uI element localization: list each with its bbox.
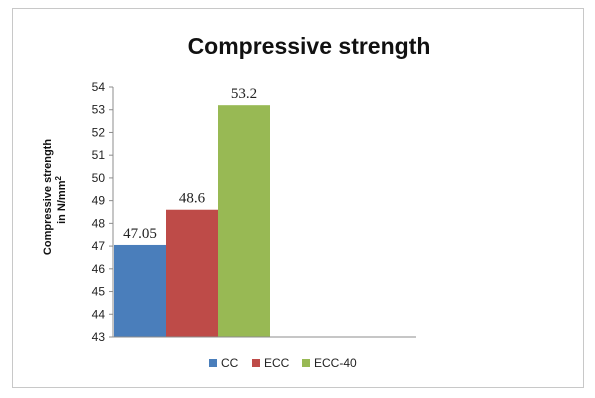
bar-ecc-40	[218, 105, 270, 337]
chart-frame: Compressive strength Compressive strengt…	[12, 8, 584, 388]
data-labels: 47.05 48.6 53.2	[123, 86, 257, 242]
legend-swatch-ecc-40	[302, 359, 310, 367]
data-label-ecc: 48.6	[179, 191, 206, 207]
y-tick-label: 47	[92, 239, 106, 253]
chart-title: Compressive strength	[188, 33, 431, 59]
y-axis-label-line1: Compressive strength	[42, 139, 54, 255]
y-tick-label: 50	[92, 171, 106, 185]
y-tick-label: 51	[92, 148, 106, 162]
data-label-ecc-40: 53.2	[231, 86, 257, 102]
y-tick-label: 52	[92, 125, 106, 139]
legend-label-ecc-40: ECC-40	[314, 356, 357, 370]
y-ticks: 43 44 45 46 47 48 49 50 51 52 53 54	[92, 80, 113, 344]
y-tick-label: 48	[92, 216, 106, 230]
legend-swatch-cc	[209, 359, 217, 367]
y-tick-label: 49	[92, 194, 106, 208]
legend-label-cc: CC	[221, 356, 239, 370]
legend-swatch-ecc	[252, 359, 260, 367]
bars	[114, 105, 270, 337]
y-tick-label: 54	[92, 80, 106, 94]
data-label-cc: 47.05	[123, 226, 157, 242]
bar-ecc	[166, 209, 218, 337]
y-tick-label: 53	[92, 103, 106, 117]
legend-label-ecc: ECC	[264, 356, 290, 370]
y-tick-label: 44	[92, 307, 106, 321]
chart-svg: Compressive strength Compressive strengt…	[42, 33, 431, 370]
y-tick-label: 43	[92, 330, 106, 344]
legend: CC ECC ECC-40	[209, 356, 357, 370]
y-axis-label: Compressive strength in N/mm2	[42, 139, 68, 255]
y-axis-label-line2: in N/mm2	[54, 176, 68, 224]
y-tick-label: 45	[92, 285, 106, 299]
y-tick-label: 46	[92, 262, 106, 276]
bar-cc	[114, 244, 166, 337]
